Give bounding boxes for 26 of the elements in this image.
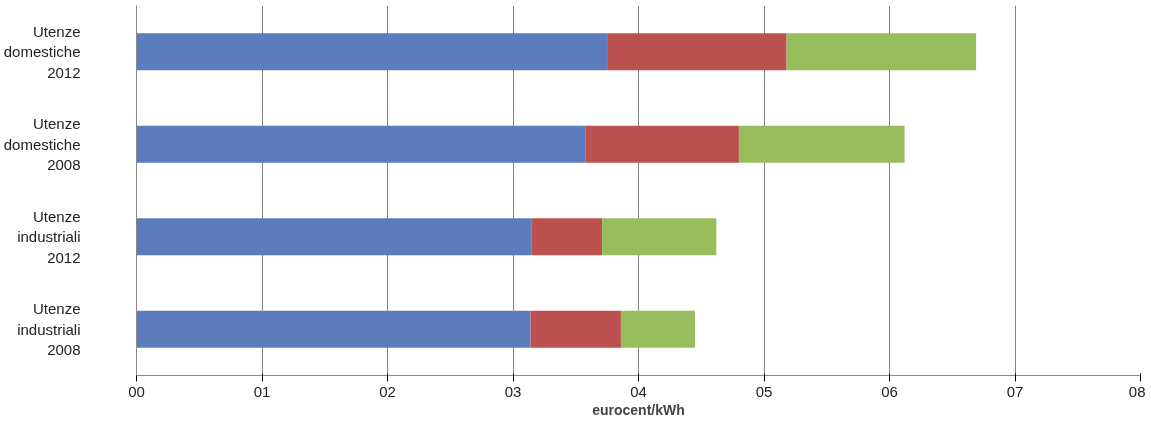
y-tick-label: Utenze domestiche 2012	[3, 22, 81, 81]
x-axis-title: eurocent/kWh	[592, 401, 685, 418]
x-tick-label: 07	[1006, 382, 1024, 400]
y-tick-label: Utenze industriali 2012	[17, 207, 81, 266]
bar	[136, 218, 532, 256]
bar	[530, 310, 621, 348]
bar	[620, 310, 695, 348]
x-tick-label: 01	[253, 382, 271, 400]
x-tick-label: 00	[128, 382, 145, 400]
bar	[136, 310, 531, 348]
x-tick-label: 03	[504, 382, 522, 400]
bar	[738, 125, 905, 163]
x-tick-label: 06	[881, 382, 898, 400]
bar	[786, 33, 977, 71]
y-tick-label: Utenze industriali 2008	[17, 300, 81, 359]
bar	[585, 125, 739, 163]
x-tick-label: 02	[379, 382, 396, 400]
y-tick-label: Utenze domestiche 2008	[3, 115, 81, 174]
bar	[607, 33, 787, 71]
x-tick-label: 08	[1128, 382, 1146, 400]
bar	[136, 33, 608, 71]
x-tick-label: 05	[755, 382, 773, 400]
bar	[531, 218, 603, 256]
x-tick-label: 04	[630, 382, 647, 400]
bar	[602, 218, 717, 256]
bar	[136, 125, 586, 163]
